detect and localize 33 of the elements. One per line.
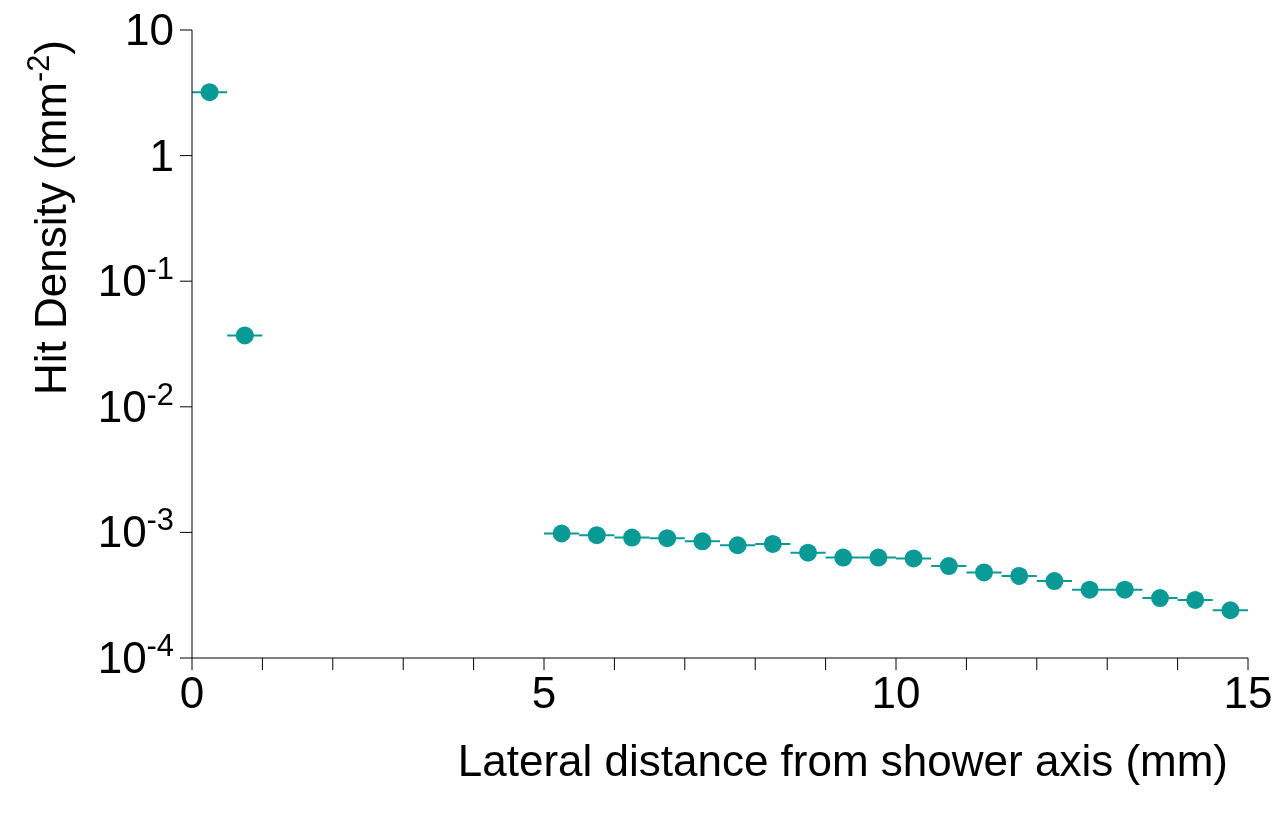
point — [552, 524, 571, 543]
point — [200, 83, 219, 102]
y-tick-label: 10$^{-3}$ — [97, 501, 174, 557]
y-tick-label: 10$^{-1}$ — [97, 250, 174, 306]
point — [728, 536, 747, 555]
point — [834, 548, 853, 567]
point — [623, 528, 641, 547]
point — [799, 543, 817, 562]
y-tick-label: 10$^{-4}$ — [97, 627, 174, 682]
point — [939, 557, 958, 576]
point — [1186, 590, 1205, 609]
y-tick-label: 10$^{-2}$ — [97, 376, 174, 431]
x-tick-label: 0 — [179, 668, 205, 717]
y-tick-label: 1 — [149, 130, 174, 180]
x-tick-label: 15 — [1223, 668, 1273, 717]
point — [763, 534, 782, 553]
y-tick-label: 10 — [125, 5, 174, 54]
x-tick-label: 5 — [531, 668, 557, 717]
point — [587, 526, 606, 545]
point — [235, 326, 254, 345]
x-axis-title: Lateral distance from shower axis (mm) — [457, 736, 1228, 785]
point — [1115, 580, 1134, 599]
point — [904, 549, 923, 568]
point — [1221, 601, 1240, 620]
point — [975, 563, 993, 582]
point — [1080, 580, 1099, 599]
point — [869, 548, 888, 567]
point — [693, 532, 712, 551]
point — [658, 529, 677, 548]
point — [1151, 589, 1169, 608]
x-tick-label: 10 — [871, 668, 921, 717]
point — [1010, 566, 1029, 585]
point — [1045, 572, 1064, 591]
